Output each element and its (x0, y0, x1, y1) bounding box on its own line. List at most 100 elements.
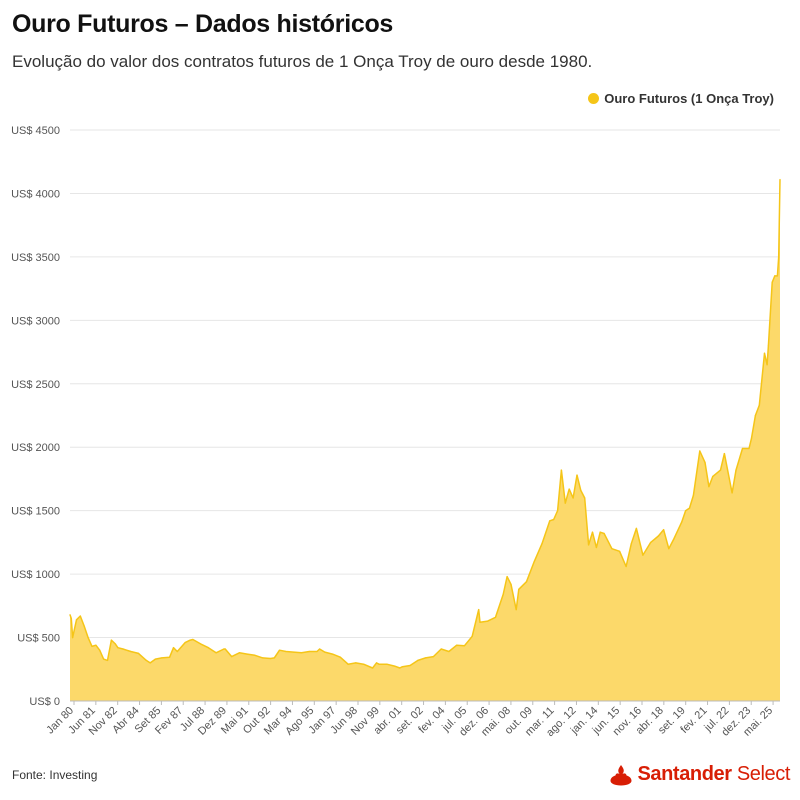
data-point (375, 662, 378, 664)
data-point (378, 663, 380, 665)
santander-flame-icon (610, 764, 632, 785)
data-point (278, 649, 281, 651)
data-point (69, 614, 71, 616)
data-point (525, 581, 528, 583)
y-tick-label: US$ 0 (29, 696, 60, 708)
data-point (650, 541, 652, 544)
data-point (409, 664, 411, 667)
data-point (95, 644, 97, 646)
y-tick-label: US$ 4000 (11, 188, 60, 200)
data-point (771, 281, 773, 283)
data-point (663, 529, 665, 531)
brand-name-regular: Select (731, 763, 791, 785)
data-point (246, 653, 248, 655)
data-point (463, 645, 465, 647)
data-point (189, 639, 191, 641)
data-point (207, 647, 209, 649)
data-point (619, 550, 621, 552)
data-point (494, 616, 497, 618)
data-point (79, 615, 81, 617)
data-point (223, 648, 225, 650)
data-point (386, 663, 388, 665)
data-point (192, 638, 194, 641)
brand-name-bold: Santander (637, 763, 732, 785)
data-point (254, 654, 256, 656)
data-point (448, 650, 450, 653)
data-point (215, 652, 217, 654)
data-point (425, 657, 427, 659)
data-point (339, 656, 341, 658)
data-point (758, 404, 760, 406)
data-point (708, 486, 710, 488)
data-point (515, 609, 517, 611)
data-point (145, 659, 147, 662)
data-point (479, 621, 481, 623)
data-point (506, 576, 508, 578)
data-point (635, 527, 638, 530)
data-point (603, 532, 605, 535)
data-point (269, 657, 272, 660)
data-point (685, 510, 687, 512)
data-point (91, 645, 93, 648)
data-point (560, 469, 563, 471)
data-point (599, 531, 601, 533)
y-tick-label: US$ 500 (17, 633, 60, 645)
data-point (117, 647, 119, 649)
chart-subtitle: Evolução do valor dos contratos futuros … (12, 52, 593, 71)
chart-legend[interactable]: Ouro Futuros (1 Onça Troy) (588, 91, 774, 106)
data-point (161, 657, 163, 659)
data-point (273, 657, 275, 659)
data-point (611, 548, 613, 550)
data-point (172, 647, 175, 649)
data-point (478, 609, 480, 611)
data-point (779, 178, 781, 181)
data-point (87, 637, 89, 639)
data-point (137, 652, 140, 655)
data-point (731, 492, 733, 494)
source-note: Fonte: Investing (12, 768, 98, 782)
data-point (401, 666, 403, 668)
data-point (625, 565, 627, 568)
data-point (564, 502, 566, 504)
data-point (588, 544, 590, 546)
data-point (293, 651, 295, 653)
data-point (169, 656, 171, 658)
data-point (774, 275, 776, 277)
y-tick-label: US$ 3500 (11, 252, 60, 264)
data-point (106, 659, 109, 662)
data-point (673, 538, 675, 540)
chart-title: Ouro Futuros – Dados históricos (12, 10, 394, 38)
data-point (154, 658, 156, 660)
data-point (699, 450, 701, 452)
y-tick-label: US$ 2000 (11, 442, 60, 454)
data-point (754, 414, 757, 417)
series-area (70, 179, 780, 701)
data-point (355, 662, 357, 664)
data-point (657, 535, 660, 537)
data-point (200, 643, 202, 645)
data-point (553, 518, 555, 521)
data-point (456, 644, 458, 646)
series-line (69, 179, 781, 669)
data-point (114, 643, 116, 645)
data-point (316, 650, 318, 653)
legend-swatch (588, 93, 600, 104)
data-point (668, 548, 670, 550)
data-point (748, 447, 750, 450)
data-point (319, 648, 321, 650)
data-point (741, 447, 744, 450)
data-point (262, 657, 264, 659)
data-point (487, 620, 489, 622)
data-point (440, 648, 442, 650)
data-point (735, 469, 737, 471)
data-point (502, 593, 504, 596)
data-point (763, 352, 766, 354)
data-point (568, 488, 570, 490)
data-point (224, 648, 226, 650)
data-point (285, 650, 287, 653)
brand-logo: Santander Select (610, 763, 790, 786)
data-point (238, 652, 240, 654)
data-point (99, 649, 101, 651)
data-point (572, 497, 574, 499)
data-point (331, 653, 334, 655)
